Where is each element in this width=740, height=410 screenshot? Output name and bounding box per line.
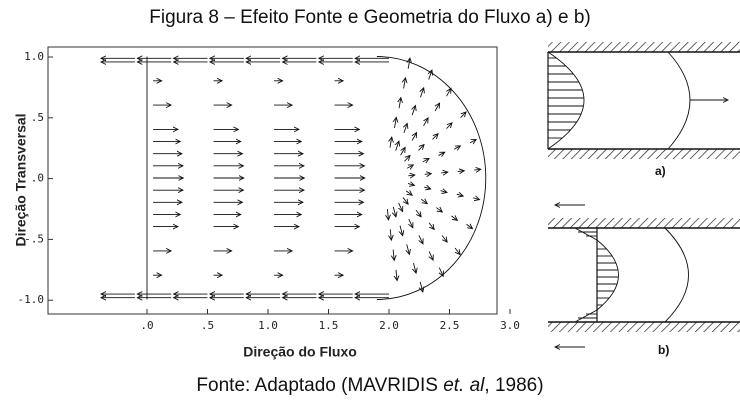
vector (441, 191, 447, 193)
vector (399, 203, 403, 212)
x-tick-label: .0 (140, 319, 153, 332)
vector (461, 112, 467, 118)
vector (400, 226, 403, 236)
source-italic: et. al (443, 375, 485, 396)
vector (435, 103, 440, 111)
vector (413, 263, 416, 273)
y-tick-label: -1.0 (18, 293, 45, 306)
vector (396, 270, 397, 281)
y-tick-label: .5 (31, 111, 44, 124)
vector (429, 251, 433, 260)
panel-a: a) (548, 42, 740, 178)
y-tick-label: -.5 (24, 232, 44, 245)
y-tick-label: 1.0 (24, 50, 44, 63)
source: Fonte: Adaptado (MAVRIDIS et. al, 1986) (196, 375, 543, 396)
vector (441, 172, 448, 173)
vector (424, 187, 430, 189)
vector (404, 78, 406, 89)
vector (439, 152, 445, 155)
vector (408, 175, 415, 176)
vector (393, 250, 394, 261)
vector (446, 88, 451, 96)
vector (407, 244, 410, 254)
source-text: Fonte: Adaptado (MAVRIDIS (196, 375, 443, 396)
vector (396, 141, 399, 150)
vector (404, 155, 410, 161)
vector (412, 106, 415, 115)
x-axis-label: Direção do Fluxo (243, 344, 357, 360)
vector (419, 145, 425, 151)
vector (470, 139, 476, 142)
x-tick-label: 1.0 (258, 319, 278, 332)
vector (423, 159, 429, 162)
vector (390, 229, 391, 240)
x-tick-label: 1.5 (319, 319, 339, 332)
vector (447, 123, 453, 129)
vector (419, 235, 423, 244)
vector (473, 198, 479, 200)
flow-front (377, 57, 486, 300)
vector (454, 146, 460, 149)
vector (420, 282, 423, 292)
vector (393, 207, 396, 217)
vector (429, 223, 434, 230)
vector (439, 268, 443, 277)
vector (408, 58, 410, 69)
vector (442, 235, 447, 242)
vector (420, 88, 423, 97)
vector (436, 208, 442, 212)
vector (455, 248, 460, 255)
source-text: , 1986) (484, 375, 543, 396)
vector (424, 118, 429, 126)
vector (458, 171, 465, 172)
vector (408, 183, 414, 185)
vector (467, 224, 473, 228)
panel-label: b) (658, 343, 669, 357)
vector (451, 216, 457, 220)
x-tick-label: 2.0 (379, 319, 399, 332)
vector (406, 191, 412, 195)
vector (407, 165, 413, 168)
figure: Figura 8 – Efeito Fonte e Geometria do F… (0, 0, 740, 405)
vector (390, 137, 392, 148)
vector (409, 219, 413, 228)
y-tick-label: .0 (31, 172, 44, 185)
panel-label: a) (655, 164, 666, 178)
vector (395, 117, 397, 128)
x-tick-label: 2.5 (440, 319, 460, 332)
vector (404, 123, 407, 132)
vector (387, 209, 388, 220)
panel-b: b) (548, 205, 740, 357)
vector (457, 194, 463, 196)
vector (401, 147, 406, 155)
vector (412, 133, 417, 141)
vector (399, 98, 401, 109)
vector (403, 197, 408, 204)
vector (416, 210, 421, 217)
plot-frame (48, 47, 497, 314)
vector (421, 199, 427, 203)
vector (425, 174, 432, 175)
vector-field (101, 57, 486, 300)
vector (474, 169, 481, 170)
x-tick-label: .5 (201, 319, 214, 332)
vector (433, 134, 439, 140)
y-axis-label: Direção Transversal (13, 113, 29, 246)
x-tick-label: 3.0 (500, 319, 520, 332)
caption: Figura 8 – Efeito Fonte e Geometria do F… (149, 7, 590, 28)
